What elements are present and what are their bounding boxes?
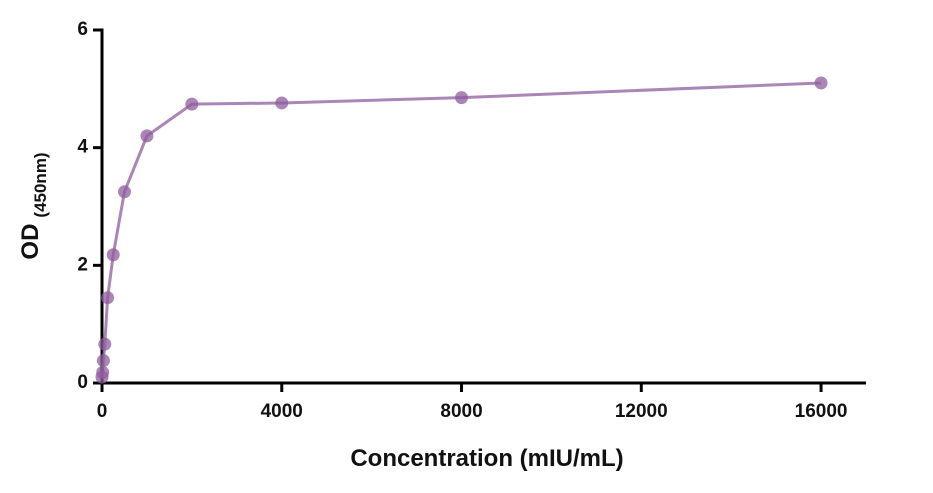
x-tick-label: 8000 [440, 401, 482, 422]
data-point [106, 248, 120, 262]
y-tick-label: 2 [77, 254, 88, 275]
data-point [96, 354, 110, 368]
x-tick-label: 0 [97, 401, 108, 422]
data-point [101, 291, 115, 305]
data-point [275, 96, 289, 110]
data-point [98, 337, 112, 351]
data-point [96, 365, 110, 379]
y-tick-label: 0 [77, 372, 88, 393]
y-tick-label: 6 [77, 19, 88, 40]
data-point [455, 91, 469, 105]
data-point [185, 97, 199, 111]
y-axis-title: OD (450nm) [17, 152, 50, 259]
series-line [100, 81, 822, 378]
x-tick-label: 12000 [615, 401, 668, 422]
y-tick-label: 4 [77, 137, 88, 158]
y-axis-title-main: OD [17, 224, 44, 260]
data-point [140, 129, 154, 143]
x-tick-label: 16000 [795, 401, 848, 422]
y-axis-title-sub: (450nm) [31, 152, 50, 217]
data-point [814, 76, 828, 90]
x-tick-label: 4000 [261, 401, 303, 422]
x-axis-title: Concentration (mIU/mL) [350, 445, 623, 472]
data-point [117, 185, 131, 199]
